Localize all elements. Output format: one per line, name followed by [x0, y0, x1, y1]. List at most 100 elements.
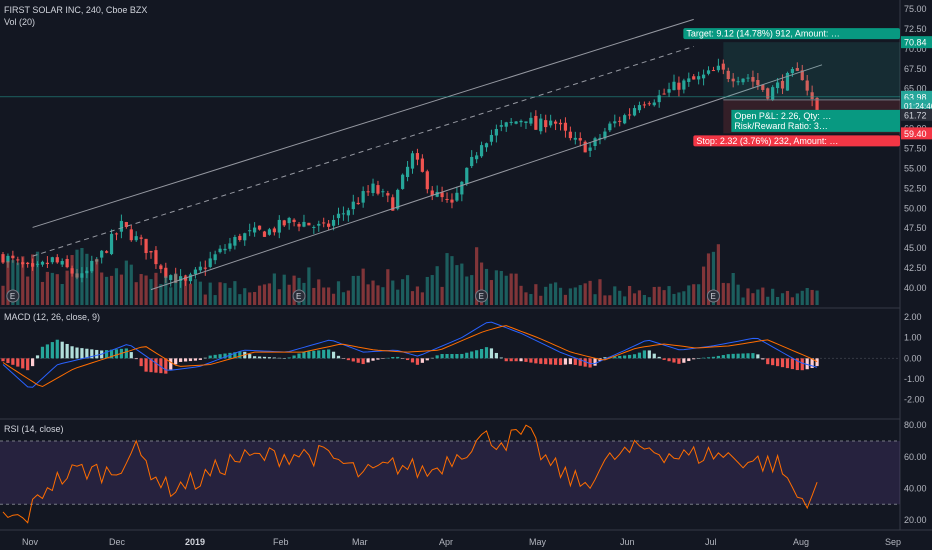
macd-histogram-bar [164, 358, 168, 374]
volume-bar [504, 275, 508, 305]
candle-body [159, 265, 163, 270]
volume-bar [800, 290, 804, 305]
volume-bar [149, 279, 153, 305]
candle-body [361, 191, 365, 203]
candle-body [731, 78, 735, 82]
volume-bar [95, 258, 99, 305]
candle-body [307, 222, 311, 226]
macd-histogram-bar [494, 352, 498, 359]
macd-histogram-bar [573, 358, 577, 365]
macd-histogram-bar [287, 357, 291, 359]
macd-histogram-bar [637, 352, 642, 359]
candle-body [218, 248, 222, 253]
candle-body [267, 229, 272, 235]
time-tick-label: Jul [705, 537, 717, 547]
candle-body [470, 156, 474, 167]
macd-histogram-bar [544, 358, 548, 365]
candle-body [169, 275, 173, 281]
volume-bar [805, 287, 809, 305]
volume-bar [401, 279, 405, 305]
volume-bar [785, 290, 790, 305]
volume-bar [741, 297, 745, 305]
volume-bar [726, 283, 730, 305]
macd-histogram-bar [149, 358, 153, 373]
macd-histogram-bar [657, 356, 661, 359]
volume-bar [346, 290, 350, 305]
macd-histogram-bar [45, 344, 50, 359]
candle-body [26, 262, 30, 265]
candle-body [761, 84, 765, 90]
candle-body [746, 77, 750, 79]
candle-body [549, 120, 553, 126]
volume-bar [371, 280, 375, 305]
macd-histogram-bar [800, 358, 804, 371]
macd-histogram-bar [613, 356, 617, 359]
candle-body [810, 92, 814, 99]
volume-bar [410, 291, 415, 305]
volume-bar [159, 284, 163, 305]
target-label-box [683, 28, 900, 40]
macd-histogram-bar [331, 351, 336, 359]
price-tick-label: 52.50 [904, 183, 927, 193]
candle-body [716, 65, 720, 71]
entry-price-tag-box [901, 108, 932, 121]
macd-histogram-bar [188, 358, 193, 362]
macd-histogram-bar [6, 358, 10, 364]
candle-body [435, 191, 439, 197]
candle-body [573, 137, 577, 140]
macd-histogram-bar [470, 351, 474, 359]
candle-body [568, 131, 572, 139]
volume-bar [164, 276, 168, 305]
volume-bar [124, 260, 128, 305]
candle-body [623, 115, 627, 124]
volume-bar [627, 285, 632, 305]
volume-legend: Vol (20) [4, 17, 36, 27]
candle-body [405, 166, 410, 178]
volume-bar [662, 290, 666, 305]
candle-body [253, 227, 257, 233]
price-tick-label: 57.50 [904, 144, 927, 154]
macd-tick-label: -2.00 [904, 395, 925, 405]
macd-histogram-bar [549, 358, 553, 365]
volume-bar [405, 275, 410, 305]
volume-bar [134, 282, 138, 305]
macd-histogram-bar [351, 358, 355, 362]
macd-histogram-bar [183, 358, 188, 362]
macd-histogram-bar [144, 358, 148, 372]
candle-body [105, 251, 109, 253]
volume-bar [731, 272, 735, 305]
macd-histogram-bar [341, 358, 346, 359]
macd-histogram-bar [75, 347, 79, 359]
volume-bar [460, 263, 464, 305]
volume-bar [598, 279, 602, 305]
volume-bar [144, 275, 148, 305]
volume-bar [430, 275, 434, 305]
volume-bar [60, 283, 64, 305]
macd-histogram-bar [450, 354, 454, 359]
volume-bar [267, 283, 272, 305]
macd-histogram-bar [213, 354, 217, 359]
macd-histogram-bar [90, 349, 94, 359]
candle-body [415, 153, 420, 160]
macd-histogram-bar [731, 353, 735, 359]
price-tick-label: 67.50 [904, 64, 927, 74]
time-tick-label: Apr [439, 537, 453, 547]
volume-bar [391, 280, 395, 305]
macd-histogram-bar [430, 357, 434, 359]
candle-body [736, 81, 740, 83]
macd-histogram-bar [80, 348, 84, 359]
candle-body [524, 121, 528, 124]
volume-bar [771, 288, 775, 305]
volume-bar [593, 294, 597, 305]
price-tick-label: 42.50 [904, 263, 927, 273]
earnings-marker-label: E [10, 292, 15, 301]
rsi-tick-label: 20.00 [904, 515, 927, 525]
candle-body [494, 129, 498, 136]
candle-body [618, 120, 622, 122]
volume-bar [583, 283, 587, 305]
candle-body [563, 122, 568, 131]
macd-signal-line [2, 325, 818, 388]
macd-histogram-bar [489, 348, 494, 359]
candle-body [55, 257, 59, 263]
